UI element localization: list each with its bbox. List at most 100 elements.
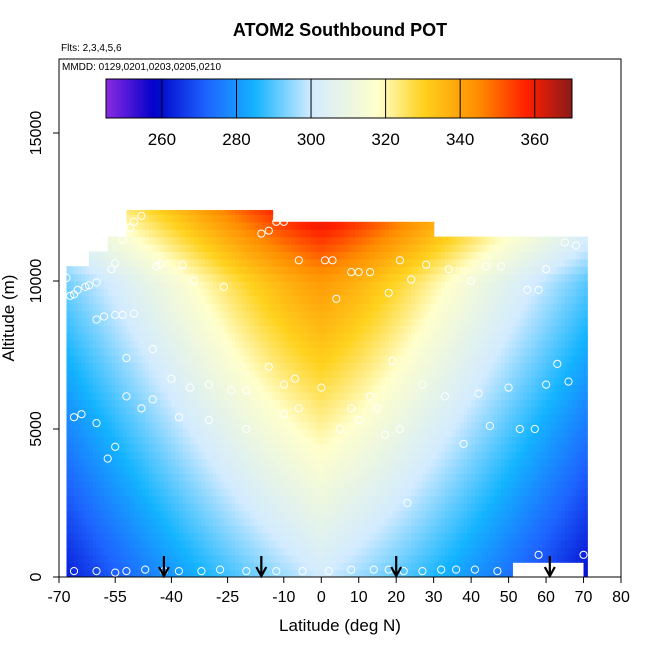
heat-cell bbox=[340, 288, 345, 297]
heat-cell bbox=[96, 406, 101, 415]
heat-cell bbox=[212, 569, 217, 577]
heat-cell bbox=[369, 466, 375, 474]
heat-cell bbox=[313, 392, 319, 400]
heat-cell bbox=[347, 517, 352, 526]
heat-cell bbox=[381, 221, 386, 230]
heat-cell bbox=[418, 525, 424, 534]
heat-cell bbox=[265, 340, 270, 349]
heat-cell bbox=[145, 295, 150, 304]
heat-cell bbox=[118, 451, 124, 460]
heat-cell bbox=[171, 466, 176, 474]
heat-cell bbox=[283, 495, 289, 504]
heat-cell bbox=[100, 295, 105, 304]
heat-cell bbox=[261, 473, 266, 482]
heat-cell bbox=[343, 281, 349, 289]
heat-cell bbox=[366, 332, 371, 341]
heat-cell bbox=[414, 318, 420, 326]
heat-cell bbox=[366, 355, 371, 363]
heat-cell bbox=[160, 251, 165, 260]
heat-cell bbox=[175, 251, 180, 260]
heat-cell bbox=[444, 554, 450, 563]
heat-cell bbox=[253, 295, 259, 304]
heat-cell bbox=[152, 288, 158, 297]
heat-cell bbox=[328, 414, 334, 423]
heat-cell bbox=[396, 236, 401, 245]
heat-cell bbox=[272, 421, 277, 430]
heat-cell bbox=[220, 480, 225, 489]
heat-cell bbox=[122, 281, 128, 289]
heat-cell bbox=[66, 525, 71, 534]
heat-cell bbox=[381, 340, 386, 349]
heat-cell bbox=[396, 281, 401, 289]
heat-cell bbox=[313, 362, 319, 371]
heat-cell bbox=[96, 392, 101, 400]
heat-cell bbox=[152, 473, 158, 482]
heat-cell bbox=[280, 495, 285, 504]
heat-cell bbox=[122, 429, 128, 437]
heat-cell bbox=[156, 525, 161, 534]
heat-cell bbox=[392, 325, 397, 334]
heat-cell bbox=[310, 525, 315, 534]
heat-cell bbox=[328, 377, 334, 386]
heat-cell bbox=[310, 495, 315, 504]
heat-cell bbox=[295, 443, 300, 452]
heat-cell bbox=[362, 421, 367, 430]
heat-cell bbox=[276, 517, 281, 526]
heat-cell bbox=[265, 377, 270, 386]
heat-cell bbox=[265, 229, 270, 238]
heat-cell bbox=[242, 281, 247, 289]
heat-cell bbox=[384, 318, 390, 326]
heat-cell bbox=[452, 295, 457, 304]
heat-cell bbox=[85, 495, 90, 504]
heat-cell bbox=[283, 369, 289, 378]
heat-cell bbox=[298, 236, 304, 245]
heat-cell bbox=[227, 480, 232, 489]
heat-cell bbox=[392, 399, 397, 408]
heat-cell bbox=[126, 318, 131, 326]
heat-cell bbox=[73, 458, 79, 467]
heat-cell bbox=[100, 547, 105, 556]
heat-cell bbox=[426, 362, 431, 371]
heat-cell bbox=[283, 347, 289, 356]
heat-cell bbox=[246, 340, 251, 349]
heat-cell bbox=[246, 495, 251, 504]
heat-cell bbox=[238, 540, 244, 548]
heat-cell bbox=[313, 473, 319, 482]
heat-cell bbox=[351, 318, 356, 326]
heat-cell bbox=[107, 547, 113, 556]
heat-cell bbox=[130, 310, 135, 319]
heat-cell bbox=[411, 443, 416, 452]
heat-cell bbox=[351, 540, 356, 548]
heat-cell bbox=[190, 362, 195, 371]
heat-cell bbox=[426, 266, 431, 275]
heat-cell bbox=[205, 406, 210, 415]
heat-cell bbox=[182, 503, 187, 511]
heat-cell bbox=[235, 458, 240, 467]
heat-cell bbox=[190, 540, 195, 548]
heat-cell bbox=[332, 369, 337, 378]
heat-cell bbox=[141, 310, 146, 319]
heat-cell bbox=[238, 310, 244, 319]
heat-cell bbox=[261, 540, 266, 548]
heat-cell bbox=[414, 347, 420, 356]
heat-cell bbox=[81, 466, 86, 474]
heat-cell bbox=[246, 532, 251, 541]
heat-cell bbox=[122, 384, 128, 393]
heat-cell bbox=[66, 569, 71, 577]
heat-cell bbox=[336, 251, 341, 260]
heat-cell bbox=[148, 362, 154, 371]
heat-cell bbox=[238, 488, 244, 497]
heat-cell bbox=[388, 369, 394, 378]
heat-cell bbox=[265, 310, 270, 319]
heat-cell bbox=[429, 355, 435, 363]
heat-cell bbox=[197, 310, 202, 319]
heat-cell bbox=[216, 251, 221, 260]
heat-cell bbox=[193, 258, 199, 267]
heat-cell bbox=[261, 221, 266, 230]
heat-cell bbox=[178, 251, 184, 260]
heat-cell bbox=[414, 221, 420, 230]
heat-cell bbox=[126, 451, 131, 460]
heat-cell bbox=[261, 214, 266, 223]
heat-cell bbox=[369, 266, 375, 275]
heat-cell bbox=[205, 466, 210, 474]
